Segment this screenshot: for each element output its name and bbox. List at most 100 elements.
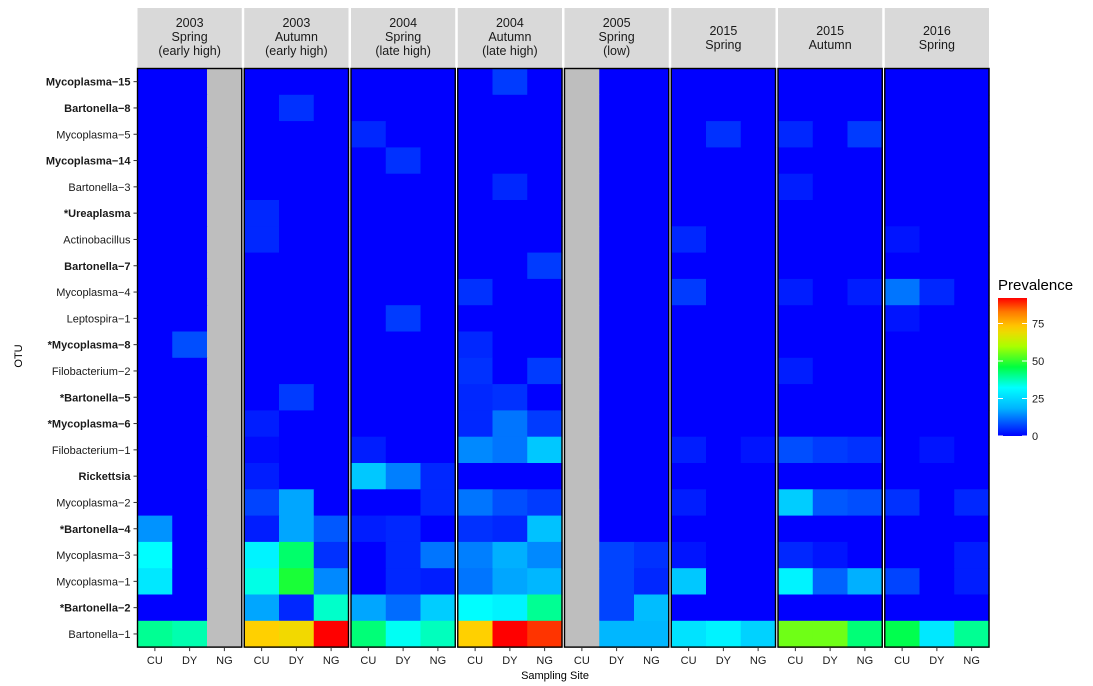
heatmap-cell — [137, 541, 173, 569]
panel-strip — [778, 8, 883, 68]
x-tick-label: CU — [574, 655, 590, 667]
heatmap-cell — [172, 410, 208, 438]
x-tick-label: CU — [254, 655, 270, 667]
heatmap-cell — [420, 489, 456, 517]
heatmap-cell — [634, 173, 670, 201]
heatmap-cell — [527, 620, 563, 648]
heatmap-cell — [207, 384, 243, 411]
heatmap-cell — [954, 463, 990, 490]
heatmap-cell — [137, 410, 173, 438]
heatmap-cell — [351, 568, 387, 596]
heatmap-cell — [527, 410, 563, 438]
heatmap-cell — [954, 147, 990, 175]
heatmap-cell — [847, 252, 883, 280]
heatmap-cell — [385, 384, 422, 411]
heatmap-cell — [634, 147, 670, 175]
heatmap-cell — [812, 357, 849, 385]
heatmap-cell — [207, 357, 243, 385]
heatmap-cell — [492, 384, 528, 411]
heatmap-cell — [847, 594, 883, 622]
x-axis-title: Sampling Site — [521, 670, 589, 682]
heatmap-cell — [919, 463, 955, 490]
heatmap-cell — [457, 278, 494, 306]
heatmap-cell — [812, 594, 849, 622]
heatmap-cell — [279, 489, 315, 517]
heatmap-cell — [847, 147, 883, 175]
heatmap-cell — [137, 568, 173, 596]
heatmap-cell — [351, 489, 387, 517]
heatmap-cell — [279, 594, 315, 622]
heatmap-cell — [671, 410, 707, 438]
heatmap-cell — [207, 620, 243, 648]
heatmap-cell — [492, 278, 528, 306]
heatmap-cell — [919, 200, 955, 227]
heatmap-cell — [919, 357, 955, 385]
heatmap-cell — [244, 489, 280, 517]
heatmap-cell — [351, 121, 387, 148]
heatmap-cell — [313, 331, 350, 359]
x-tick-label: CU — [894, 655, 910, 667]
heatmap-cell — [137, 305, 173, 333]
heatmap-cell — [279, 252, 315, 280]
heatmap-cell — [313, 410, 350, 438]
heatmap-cell — [919, 94, 955, 122]
heatmap-cell — [564, 515, 600, 543]
heatmap-cell — [740, 252, 777, 280]
heatmap-cell — [313, 620, 350, 648]
heatmap-cell — [812, 384, 849, 411]
heatmap-cell — [706, 568, 742, 596]
heatmap-cell — [207, 515, 243, 543]
heatmap-cell — [847, 620, 883, 648]
panel-strip — [457, 8, 562, 68]
heatmap-cell — [812, 331, 849, 359]
heatmap-cell — [492, 594, 528, 622]
heatmap-cell — [884, 331, 921, 359]
heatmap-cell — [457, 594, 494, 622]
heatmap-cell — [812, 568, 849, 596]
heatmap-cell — [778, 594, 814, 622]
heatmap-cell — [172, 384, 208, 411]
heatmap-cell — [492, 305, 528, 333]
heatmap-cells — [137, 68, 990, 648]
heatmap-cell — [740, 278, 777, 306]
heatmap-cell — [634, 384, 670, 411]
heatmap-cell — [351, 410, 387, 438]
heatmap-cell — [919, 121, 955, 148]
heatmap-cell — [527, 357, 563, 385]
heatmap-cell — [740, 305, 777, 333]
heatmap-cell — [740, 121, 777, 148]
heatmap-cell — [954, 278, 990, 306]
heatmap-cell — [385, 305, 422, 333]
heatmap-cell — [954, 357, 990, 385]
heatmap-cell — [492, 121, 528, 148]
otu-label: Rickettsia — [79, 471, 132, 483]
heatmap-cell — [740, 620, 777, 648]
heatmap-cell — [564, 200, 600, 227]
heatmap-cell — [313, 200, 350, 227]
heatmap-cell — [137, 436, 173, 464]
heatmap-cell — [778, 200, 814, 227]
heatmap-cell — [279, 620, 315, 648]
heatmap-cell — [884, 568, 921, 596]
heatmap-cell — [457, 252, 494, 280]
heatmap-cell — [706, 489, 742, 517]
heatmap-cell — [847, 384, 883, 411]
heatmap-cell — [492, 94, 528, 122]
heatmap-cell — [137, 620, 173, 648]
heatmap-cell — [740, 200, 777, 227]
panel-title-line: Autumn — [488, 30, 531, 44]
heatmap-cell — [812, 94, 849, 122]
heatmap-cell — [706, 594, 742, 622]
panel-title-line: (late high) — [482, 44, 538, 58]
heatmap-cell — [954, 68, 990, 96]
heatmap-cell — [740, 357, 777, 385]
heatmap-cell — [207, 568, 243, 596]
heatmap-cell — [279, 384, 315, 411]
heatmap-cell — [420, 147, 456, 175]
heatmap-cell — [457, 541, 494, 569]
heatmap-cell — [457, 121, 494, 148]
heatmap-cell — [457, 410, 494, 438]
heatmap-cell — [671, 331, 707, 359]
heatmap-cell — [313, 384, 350, 411]
heatmap-cell — [884, 278, 921, 306]
